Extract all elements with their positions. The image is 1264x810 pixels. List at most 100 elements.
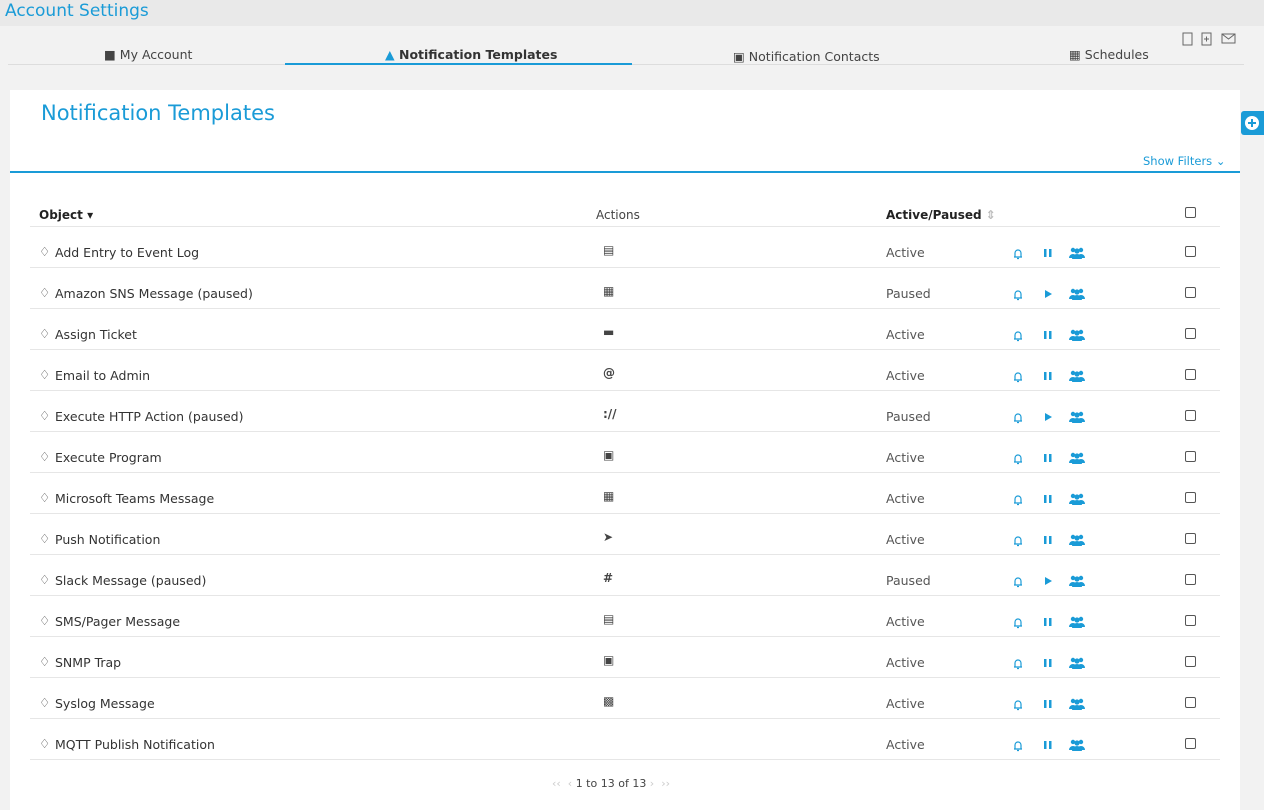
row-checkbox[interactable] (1185, 533, 1196, 544)
row-bell: ♢ (39, 326, 51, 341)
toggle-button[interactable] (1042, 616, 1054, 631)
action-icon: ▩ (603, 694, 615, 708)
column-header: Actions (596, 208, 640, 222)
select-all-checkbox[interactable] (1185, 207, 1196, 218)
show-filters[interactable]: Show Filters ⌄ (1143, 154, 1226, 168)
row-checkbox[interactable] (1185, 656, 1196, 667)
row-bell: ♢ (39, 654, 51, 669)
bell-button[interactable] (1011, 615, 1025, 632)
column-header[interactable]: Active/Paused ⇕ (886, 208, 996, 222)
object-name[interactable]: MQTT Publish Notification (55, 737, 215, 752)
contacts-button[interactable] (1068, 533, 1086, 550)
contacts-button[interactable] (1068, 328, 1086, 345)
bell-button[interactable] (1011, 287, 1025, 304)
object-name[interactable]: Assign Ticket (55, 327, 137, 342)
bell-button[interactable] (1011, 533, 1025, 550)
panel-title: Notification Templates (41, 101, 275, 125)
toggle-button[interactable] (1042, 657, 1054, 672)
status: Active (886, 737, 925, 752)
object-name[interactable]: Execute Program (55, 450, 162, 465)
row-checkbox[interactable] (1185, 492, 1196, 503)
bell-button[interactable] (1011, 656, 1025, 673)
contacts-button[interactable] (1068, 246, 1086, 263)
action-icon: :// (603, 407, 617, 421)
row-bell: ♢ (39, 244, 51, 259)
tab[interactable]: ▣ Notification Contacts (733, 49, 880, 64)
row-checkbox[interactable] (1185, 369, 1196, 380)
row-checkbox[interactable] (1185, 738, 1196, 749)
bell-button[interactable] (1011, 574, 1025, 591)
contacts-button[interactable] (1068, 738, 1086, 755)
object-name[interactable]: SMS/Pager Message (55, 614, 181, 629)
object-name[interactable]: Add Entry to Event Log (55, 245, 200, 260)
object-name[interactable]: Syslog Message (55, 696, 155, 711)
row-checkbox[interactable] (1185, 410, 1196, 421)
contacts-button[interactable] (1068, 656, 1086, 673)
row-divider (30, 513, 1220, 514)
contacts-button[interactable] (1068, 287, 1086, 304)
bell-button[interactable] (1011, 492, 1025, 509)
bell-button[interactable] (1011, 410, 1025, 427)
contacts-button[interactable] (1068, 574, 1086, 591)
toggle-button[interactable] (1042, 329, 1054, 344)
row-bell: ♢ (39, 572, 51, 587)
toggle-button[interactable] (1042, 370, 1054, 385)
bell-button[interactable] (1011, 451, 1025, 468)
bell-button[interactable] (1011, 738, 1025, 755)
contacts-button[interactable] (1068, 492, 1086, 509)
toggle-button[interactable] (1042, 534, 1054, 549)
tab-label: My Account (119, 47, 193, 62)
top-bar (0, 0, 1264, 26)
action-icon: ➤ (603, 530, 614, 544)
object-name[interactable]: Amazon SNS Message (paused) (55, 286, 253, 301)
toggle-button[interactable] (1042, 493, 1054, 508)
toolbar-icons[interactable] (1180, 30, 1240, 48)
filters-label: Show Filters (1143, 154, 1213, 168)
row-bell: ♢ (39, 613, 51, 628)
pager-label: 1 to 13 of 13 (575, 777, 647, 790)
object-name[interactable]: Slack Message (paused) (55, 573, 207, 588)
toggle-button[interactable] (1042, 739, 1054, 754)
object-name[interactable]: Execute HTTP Action (paused) (55, 409, 244, 424)
toggle-button[interactable] (1042, 452, 1054, 467)
bell-button[interactable] (1011, 697, 1025, 714)
row-bell: ♢ (39, 695, 51, 710)
add-button[interactable] (1241, 111, 1264, 135)
contacts-button[interactable] (1068, 410, 1086, 427)
status: Active (886, 491, 925, 506)
column-label: Active/Paused (886, 208, 982, 222)
object-name[interactable]: Push Notification (55, 532, 161, 547)
object-name[interactable]: Email to Admin (55, 368, 151, 383)
contacts-button[interactable] (1068, 369, 1086, 386)
action-icon: # (603, 571, 614, 585)
row-checkbox[interactable] (1185, 615, 1196, 626)
row-checkbox[interactable] (1185, 574, 1196, 585)
bell-button[interactable] (1011, 369, 1025, 386)
column-header[interactable]: Object ▾ (39, 208, 94, 222)
row-checkbox[interactable] (1185, 328, 1196, 339)
tab[interactable]: ▲ Notification Templates (385, 47, 558, 62)
tab[interactable]: ▦ Schedules (1069, 47, 1149, 62)
toggle-button[interactable] (1042, 575, 1054, 590)
toggle-button[interactable] (1042, 288, 1054, 303)
row-checkbox[interactable] (1185, 451, 1196, 462)
tab[interactable]: ■ My Account (104, 47, 193, 62)
bell-button[interactable] (1011, 246, 1025, 263)
toggle-button[interactable] (1042, 247, 1054, 262)
contacts-button[interactable] (1068, 615, 1086, 632)
contacts-button[interactable] (1068, 451, 1086, 468)
row-divider (30, 349, 1220, 350)
action-icon: ▣ (603, 448, 615, 462)
object-name[interactable]: SNMP Trap (55, 655, 122, 670)
row-divider (30, 718, 1220, 719)
toggle-button[interactable] (1042, 698, 1054, 713)
row-checkbox[interactable] (1185, 287, 1196, 298)
row-checkbox[interactable] (1185, 246, 1196, 257)
contacts-button[interactable] (1068, 697, 1086, 714)
bell-button[interactable] (1011, 328, 1025, 345)
toggle-button[interactable] (1042, 411, 1054, 426)
action-icon: ▤ (603, 612, 615, 626)
row-checkbox[interactable] (1185, 697, 1196, 708)
object-name[interactable]: Microsoft Teams Message (55, 491, 215, 506)
